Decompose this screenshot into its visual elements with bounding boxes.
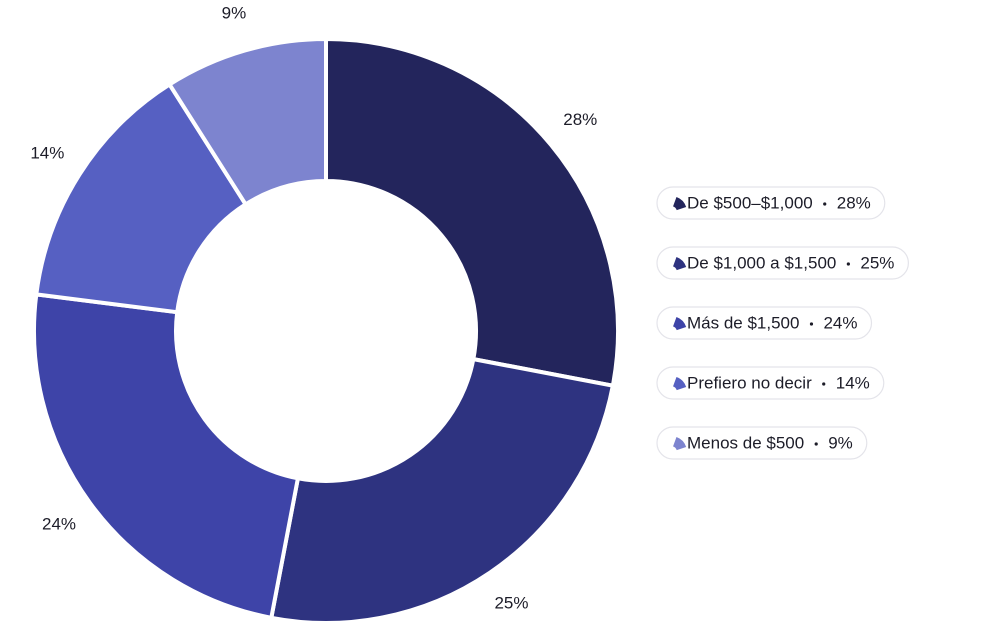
donut-slice (34, 82, 248, 315)
legend-value: 28% (837, 193, 871, 212)
legend-swatch (673, 436, 687, 451)
legend-pill (656, 186, 886, 220)
legend-separator (814, 442, 818, 446)
slice-label: 28% (563, 110, 597, 129)
legend-swatch (673, 316, 687, 331)
legend-separator (823, 202, 827, 206)
donut-slice (269, 357, 615, 622)
legend-pill (656, 246, 909, 280)
legend-item: De $1,000 a $1,500 25% (656, 246, 909, 280)
legend-item: Menos de $500 9% (656, 426, 868, 460)
slice-label: 24% (42, 514, 76, 533)
legend-label: De $1,000 a $1,500 (687, 253, 836, 272)
legend-swatch (673, 256, 687, 271)
legend-label: Más de $1,500 (687, 313, 799, 332)
legend-item: Prefiero no decir 14% (656, 366, 885, 400)
legend-item: De $500–$1,000 28% (656, 186, 886, 220)
legend-value: 25% (860, 253, 894, 272)
slice-label: 14% (30, 144, 64, 163)
legend-pill (656, 426, 868, 460)
legend-pill (656, 306, 873, 340)
donut-slice (167, 37, 328, 207)
legend-separator (822, 382, 826, 386)
donut-slice (32, 292, 300, 620)
legend-item: Más de $1,500 24% (656, 306, 873, 340)
legend-swatch (673, 376, 687, 391)
legend-pill (656, 366, 885, 400)
legend-label: Menos de $500 (687, 433, 804, 452)
slice-label: 25% (494, 593, 528, 612)
legend-separator (809, 322, 814, 326)
legend-label: Prefiero no decir (687, 373, 812, 392)
legend-swatch (673, 196, 687, 211)
donut-slice (324, 37, 620, 388)
legend-separator (846, 262, 850, 266)
legend-value: 14% (836, 373, 870, 392)
legend-label: De $500–$1,000 (687, 193, 813, 212)
legend-value: 24% (823, 313, 857, 332)
slice-label: 9% (222, 4, 247, 23)
legend-value: 9% (828, 433, 853, 452)
